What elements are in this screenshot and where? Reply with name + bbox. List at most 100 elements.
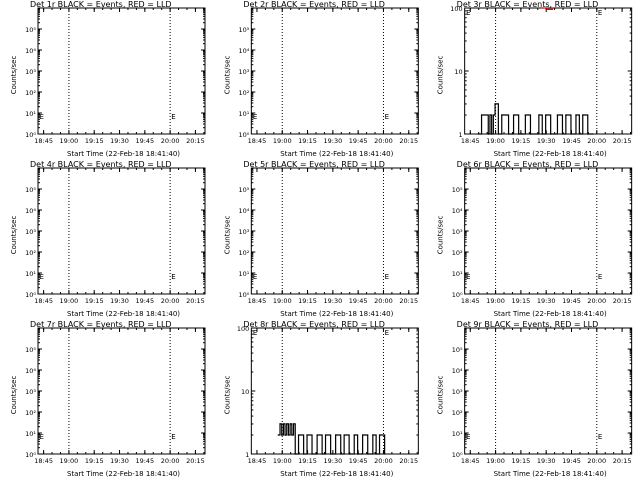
x-tick-label: 19:30 bbox=[323, 457, 342, 465]
x-tick-label: 19:45 bbox=[135, 137, 154, 145]
data-point bbox=[551, 7, 553, 9]
x-tick-label: 19:45 bbox=[562, 137, 581, 145]
x-axis-label: Start Time (22-Feb-18 18:41:40) bbox=[494, 310, 607, 318]
y-tick-label: 10⁰ bbox=[25, 451, 36, 459]
x-tick-label: 19:00 bbox=[486, 297, 505, 305]
data-point bbox=[372, 434, 374, 436]
x-tick-label: 19:15 bbox=[85, 297, 104, 305]
event-marker: E bbox=[253, 329, 257, 337]
y-tick-label: 10⁰ bbox=[452, 451, 463, 459]
y-axis-label: Counts/sec bbox=[10, 216, 18, 255]
x-tick-label: 19:00 bbox=[60, 137, 79, 145]
event-marker: E bbox=[40, 113, 44, 121]
x-tick-label: 18:45 bbox=[248, 137, 267, 145]
x-axis-label: Start Time (22-Feb-18 18:41:40) bbox=[67, 470, 180, 478]
y-tick-label: 10³ bbox=[238, 68, 249, 76]
y-tick-label: 10⁴ bbox=[25, 47, 36, 55]
y-tick-label: 10³ bbox=[238, 228, 249, 236]
x-tick-label: 19:15 bbox=[512, 457, 531, 465]
data-point bbox=[587, 133, 589, 135]
data-point bbox=[518, 133, 520, 135]
event-marker: E bbox=[598, 433, 602, 441]
data-point bbox=[291, 434, 293, 436]
events-series-line bbox=[278, 423, 386, 455]
x-tick-label: 20:00 bbox=[161, 297, 180, 305]
y-tick-label: 10⁴ bbox=[452, 367, 463, 375]
data-point bbox=[353, 434, 355, 436]
y-tick-label: 10⁵ bbox=[452, 346, 463, 354]
y-tick-label: 10⁴ bbox=[238, 207, 249, 215]
x-axis-label: Start Time (22-Feb-18 18:41:40) bbox=[280, 470, 393, 478]
x-tick-label: 19:00 bbox=[273, 137, 292, 145]
data-point bbox=[277, 434, 279, 436]
x-tick-label: 19:15 bbox=[298, 457, 317, 465]
data-point bbox=[546, 8, 548, 11]
x-tick-label: 18:45 bbox=[248, 297, 267, 305]
x-tick-label: 18:45 bbox=[461, 137, 480, 145]
y-tick-label: 10¹ bbox=[25, 110, 36, 118]
y-tick-label: 10² bbox=[452, 249, 463, 257]
plot-frame bbox=[37, 167, 206, 295]
y-tick-label: 10² bbox=[25, 409, 36, 417]
x-tick-label: 19:30 bbox=[110, 297, 129, 305]
x-tick-label: 20:00 bbox=[161, 457, 180, 465]
y-tick-label: 10⁴ bbox=[238, 47, 249, 55]
y-tick-label: 10⁴ bbox=[452, 207, 463, 215]
y-tick-label: 1 bbox=[245, 451, 249, 459]
x-tick-label: 19:30 bbox=[537, 137, 556, 145]
y-tick-label: 10² bbox=[25, 89, 36, 97]
panel-title: Det 8r BLACK = Events, RED = LLD bbox=[243, 320, 385, 329]
x-tick-label: 20:15 bbox=[399, 457, 418, 465]
data-point bbox=[383, 453, 386, 455]
y-tick-label: 10⁵ bbox=[452, 186, 463, 194]
y-tick-label: 10¹ bbox=[25, 270, 36, 278]
y-tick-label: 1 bbox=[459, 131, 463, 139]
x-tick-label: 20:15 bbox=[186, 297, 205, 305]
x-tick-label: 20:15 bbox=[613, 297, 632, 305]
data-point bbox=[524, 114, 526, 116]
y-tick-label: 10² bbox=[452, 409, 463, 417]
x-tick-label: 19:45 bbox=[349, 137, 368, 145]
x-tick-label: 19:45 bbox=[135, 297, 154, 305]
y-tick-label: 10¹ bbox=[238, 270, 249, 278]
panel-title: Det 4r BLACK = Events, RED = LLD bbox=[30, 160, 172, 169]
panel-title: Det 3r BLACK = Events, RED = LLD bbox=[457, 0, 599, 9]
x-tick-label: 19:00 bbox=[486, 457, 505, 465]
data-point bbox=[303, 453, 305, 455]
data-point bbox=[512, 114, 515, 116]
event-marker: E bbox=[466, 433, 470, 441]
x-tick-label: 20:15 bbox=[399, 137, 418, 145]
panel-title: Det 7r BLACK = Events, RED = LLD bbox=[30, 320, 172, 329]
x-axis-label: Start Time (22-Feb-18 18:41:40) bbox=[280, 310, 393, 318]
data-point bbox=[292, 423, 295, 425]
y-tick-label: 100 bbox=[237, 325, 249, 333]
data-point bbox=[367, 453, 369, 455]
data-point bbox=[287, 434, 290, 436]
y-tick-label: 10⁰ bbox=[25, 291, 36, 299]
y-tick-label: 10⁵ bbox=[25, 186, 36, 194]
panel-title: Det 9r BLACK = Events, RED = LLD bbox=[457, 320, 599, 329]
x-tick-label: 19:00 bbox=[273, 457, 292, 465]
x-tick-label: 19:00 bbox=[60, 297, 79, 305]
x-tick-label: 19:30 bbox=[537, 297, 556, 305]
x-tick-label: 19:00 bbox=[273, 297, 292, 305]
event-marker: E bbox=[466, 9, 470, 17]
x-tick-label: 19:15 bbox=[298, 137, 317, 145]
x-tick-label: 20:00 bbox=[587, 457, 606, 465]
y-tick-label: 10¹ bbox=[452, 430, 463, 438]
y-tick-label: 10¹ bbox=[25, 430, 36, 438]
data-point bbox=[281, 434, 283, 436]
data-point bbox=[545, 114, 547, 116]
panel-1: Det 1r BLACK = Events, RED = LLD Counts/s… bbox=[10, 0, 206, 158]
data-point bbox=[330, 453, 332, 455]
event-marker: E bbox=[385, 113, 389, 121]
x-tick-label: 19:30 bbox=[110, 137, 129, 145]
y-tick-label: 10⁴ bbox=[25, 207, 36, 215]
x-tick-label: 19:30 bbox=[110, 457, 129, 465]
data-point bbox=[340, 453, 342, 455]
y-tick-label: 10¹ bbox=[452, 270, 463, 278]
x-tick-label: 18:45 bbox=[248, 457, 267, 465]
x-tick-label: 19:15 bbox=[512, 137, 531, 145]
data-point bbox=[289, 423, 291, 425]
y-tick-label: 10³ bbox=[25, 228, 36, 236]
